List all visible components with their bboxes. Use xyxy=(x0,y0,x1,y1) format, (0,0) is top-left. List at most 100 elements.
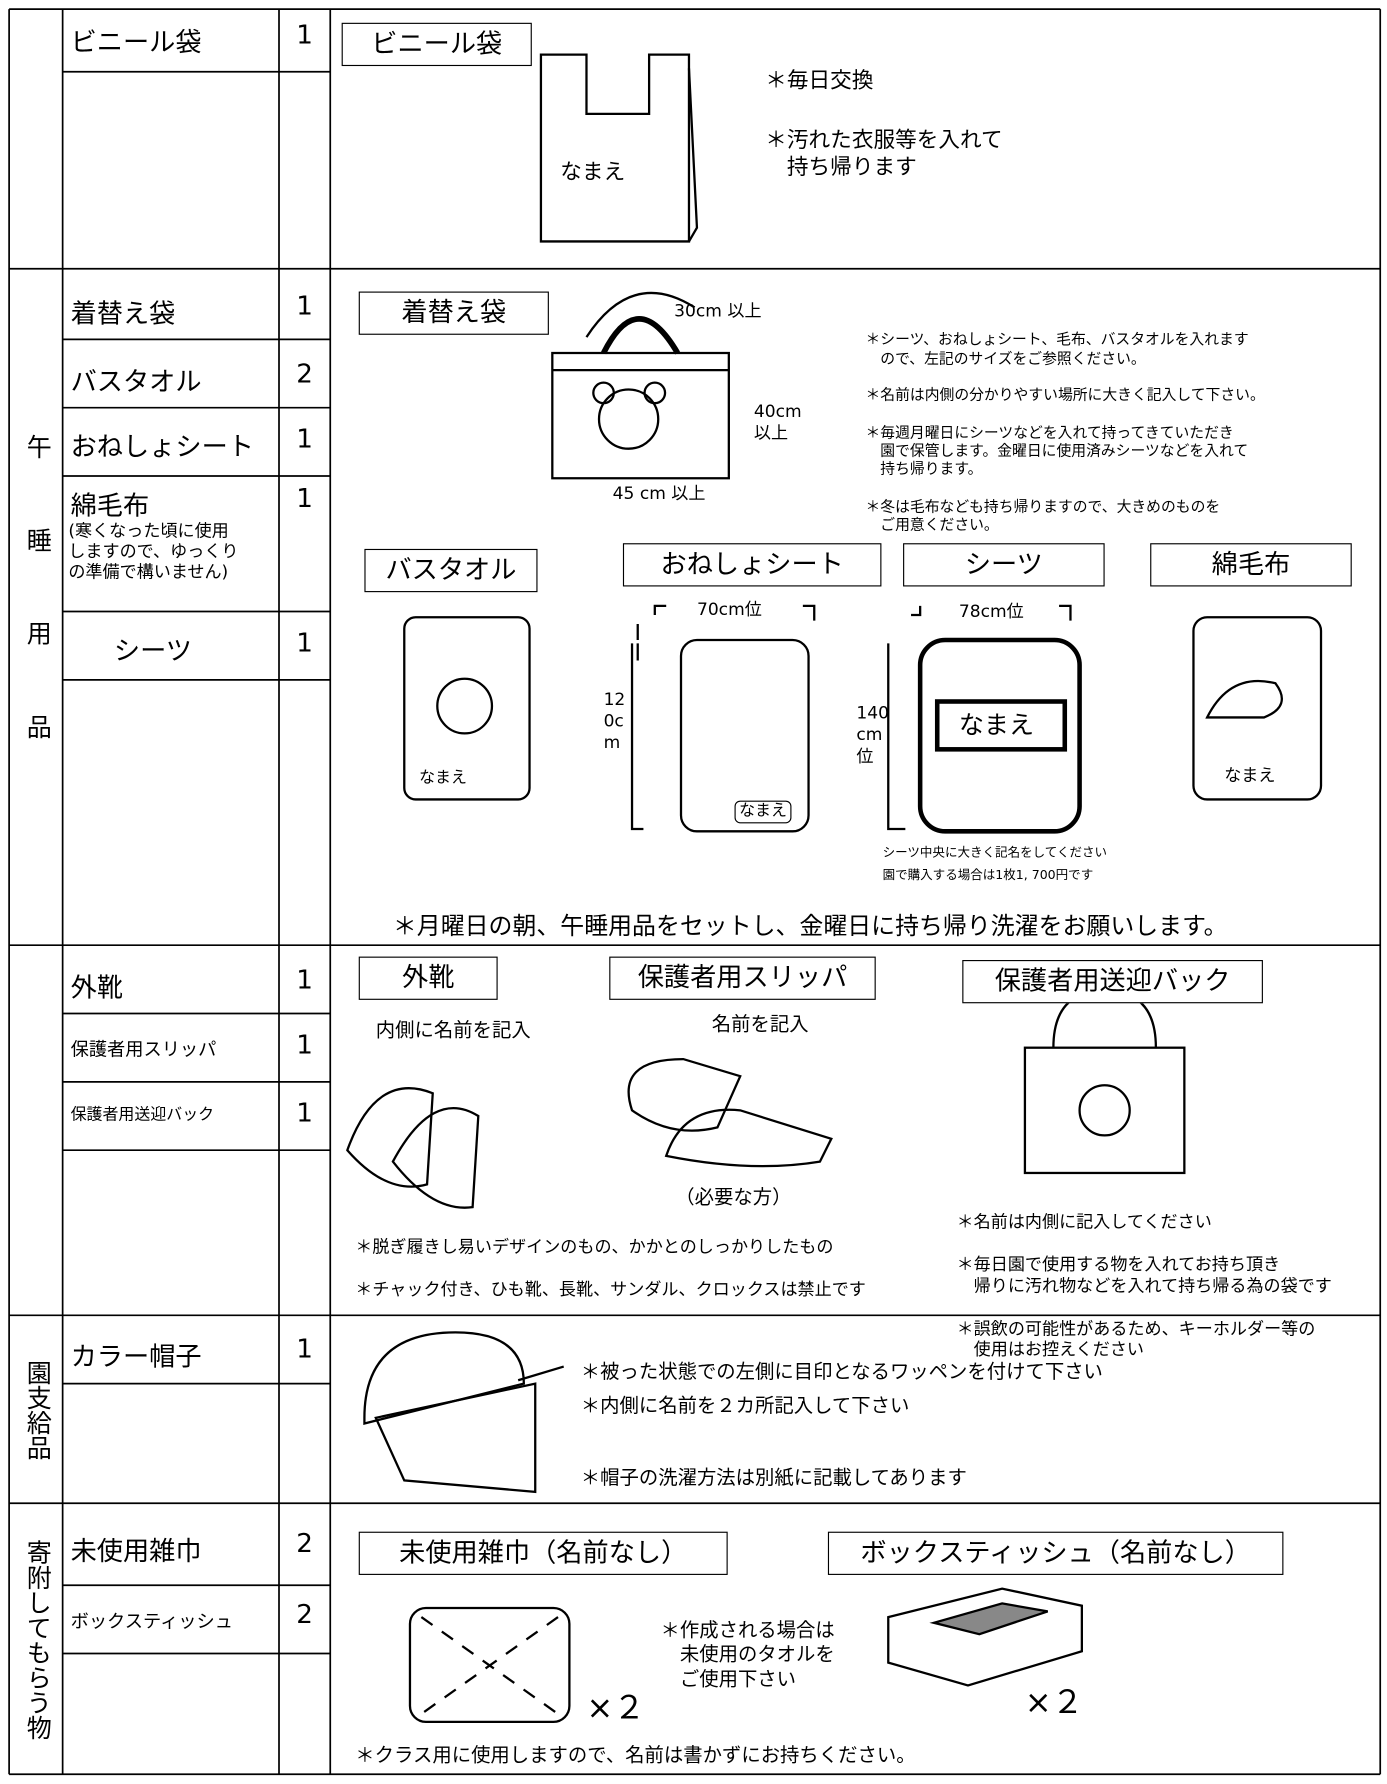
drawing xyxy=(585,291,696,338)
item-name: 綿毛布 xyxy=(70,491,150,522)
shape xyxy=(436,677,494,735)
item-name: 外靴 xyxy=(70,973,123,1004)
note: ＊帽子の洗濯方法は別紙に記載してあります xyxy=(580,1466,967,1490)
drawing xyxy=(539,53,691,243)
item-label: ボックスティッシュ（名前なし） xyxy=(827,1531,1284,1575)
note: ＊汚れた衣服等を入れて 持ち帰ります xyxy=(765,127,1003,180)
size: 70cm位 xyxy=(696,599,762,620)
item-label: 綿毛布 xyxy=(1150,543,1352,587)
drawing xyxy=(630,604,816,831)
drawing xyxy=(8,9,1382,1775)
size: 78cm位 xyxy=(958,601,1024,622)
note: ＊誤飲の可能性があるため、キーホルダー等の 使用はお控えください xyxy=(956,1318,1316,1361)
item-label: 保護者用送迎バック xyxy=(962,960,1263,1004)
note: ＊チャック付き、ひも靴、長靴、サンダル、クロックスは禁止です xyxy=(355,1279,866,1300)
item-qty: 1 xyxy=(296,20,313,51)
drawing xyxy=(601,316,681,355)
item-qty: 1 xyxy=(296,424,313,455)
item-label: 未使用雑巾（名前なし） xyxy=(358,1531,728,1575)
shape xyxy=(597,388,660,450)
note: ＊毎日園で使用する物を入れてお持ち頂き 帰りに汚れ物などを入れて持ち帰る為の袋で… xyxy=(956,1254,1332,1296)
note: ＊シーツ、おねしょシート、毛布、バスタオルを入れます ので、左記のサイズをご参照… xyxy=(865,331,1249,368)
drawing xyxy=(517,1365,565,1382)
item-label: おねしょシート xyxy=(622,543,882,587)
shape xyxy=(1192,616,1323,801)
notes: ＊名前は内側に記入してください ＊毎日園で使用する物を入れてお持ち頂き 帰りに汚… xyxy=(957,1190,1332,1382)
size: 40cm 以上 xyxy=(753,400,802,443)
item-qty: 1 xyxy=(296,628,313,659)
item-name: カラー帽子 xyxy=(70,1342,202,1373)
item-label: ビニール袋 xyxy=(341,22,532,67)
illustrations xyxy=(346,53,1323,1724)
shape xyxy=(1078,1084,1131,1137)
item-name: 保護者用送迎バック xyxy=(70,1105,215,1124)
item-name: バスタオル xyxy=(70,367,202,398)
note: ＊脱ぎ履きし易いデザインのもの、かかとのしっかりしたもの xyxy=(355,1236,834,1257)
drawing xyxy=(9,8,1381,1776)
sheet-note: 園で購入する場合は1枚1, 700円です xyxy=(882,867,1094,883)
note: ＊作成される場合は 未使用のタオルを ご使用下さい xyxy=(660,1619,835,1691)
item-qty: 1 xyxy=(296,965,313,996)
note: ＊毎週月曜日にシーツなどを入れて持ってきていただき 園で保管します。金曜日に使用… xyxy=(865,424,1249,479)
caption: 名前を記入 xyxy=(711,1013,809,1037)
shape xyxy=(934,699,1068,752)
note: ＊名前は内側の分かりやすい場所に大きく記入して下さい。 xyxy=(865,387,1265,405)
item-name: おねしょシート xyxy=(70,432,254,463)
drawing xyxy=(929,1602,1049,1636)
drawing xyxy=(887,1587,1083,1687)
shape xyxy=(643,381,667,405)
shape xyxy=(917,637,1082,834)
footer: ＊月曜日の朝、午睡用品をセットし、金曜日に持ち帰り洗濯をお願いします。 xyxy=(392,912,1228,940)
name-tag: なまえ xyxy=(958,711,1035,741)
shape xyxy=(592,381,615,405)
note: ＊内側に名前を２カ所記入して下さい xyxy=(580,1395,910,1418)
footer: ＊クラス用に使用しますので、名前は書かずにお持ちください。 xyxy=(355,1744,916,1768)
name-tag: なまえ xyxy=(560,159,626,185)
item-name: ビニール袋 xyxy=(70,28,202,59)
drawing xyxy=(391,1107,480,1209)
item-label: バスタオル xyxy=(364,548,538,593)
drawing xyxy=(374,1382,537,1494)
item-qty: 1 xyxy=(296,483,313,514)
drawing xyxy=(1205,679,1283,719)
size: 140 cm 位 xyxy=(856,702,889,766)
size: 12 0c m xyxy=(603,688,626,753)
category: 午睡用品 xyxy=(22,433,51,808)
caption: 内側に名前を記入 xyxy=(375,1019,531,1043)
shape xyxy=(403,616,531,801)
item-label: 着替え袋 xyxy=(358,291,549,335)
item-qty: 2 xyxy=(296,1529,313,1560)
size: 45 cm 以上 xyxy=(612,482,706,504)
item-name: ボックスティッシュ xyxy=(70,1610,233,1632)
drawing xyxy=(420,1616,559,1715)
item-note: (寒くなった頃に使用 しますので、ゆっくり の準備で構いません) xyxy=(68,520,239,582)
category: 寄附してもらう物 xyxy=(22,1539,51,1741)
item-qty: 2 xyxy=(296,359,313,390)
item-qty: 1 xyxy=(296,1334,313,1365)
drawing xyxy=(887,604,1072,831)
drawing xyxy=(363,1331,525,1425)
sheet-note: シーツ中央に大きく記名をしてください xyxy=(882,844,1108,860)
drawing xyxy=(687,68,699,242)
item-qty: 2 xyxy=(296,1600,313,1630)
drawing xyxy=(664,1108,833,1168)
item-label: 保護者用スリッパ xyxy=(609,956,876,1000)
drawing xyxy=(551,351,730,480)
note: ＊名前は内側に記入してください xyxy=(956,1211,1212,1232)
drawing xyxy=(62,70,331,1655)
size: 30cm 以上 xyxy=(674,300,762,322)
shape xyxy=(679,638,810,833)
item-name: シーツ xyxy=(113,636,192,667)
caption: （必要な方） xyxy=(675,1186,792,1210)
item-qty: 1 xyxy=(296,1098,313,1129)
grid-lines xyxy=(8,8,1382,1776)
item-name: 保護者用スリッパ xyxy=(70,1038,217,1061)
drawing xyxy=(627,1057,742,1132)
drawing xyxy=(346,1087,434,1188)
note: ＊被った状態での左側に目印となるワッペンを付けて下さい xyxy=(580,1360,1103,1384)
note: ＊冬は毛布なども持ち帰りますので、大きめのものを ご用意ください。 xyxy=(865,498,1221,534)
notes: ＊シーツ、おねしょシート、毛布、バスタオルを入れます ので、左記のサイズをご参照… xyxy=(865,313,1264,554)
name-tag: なまえ xyxy=(1224,765,1276,786)
note: ＊毎日交換 xyxy=(765,68,874,94)
